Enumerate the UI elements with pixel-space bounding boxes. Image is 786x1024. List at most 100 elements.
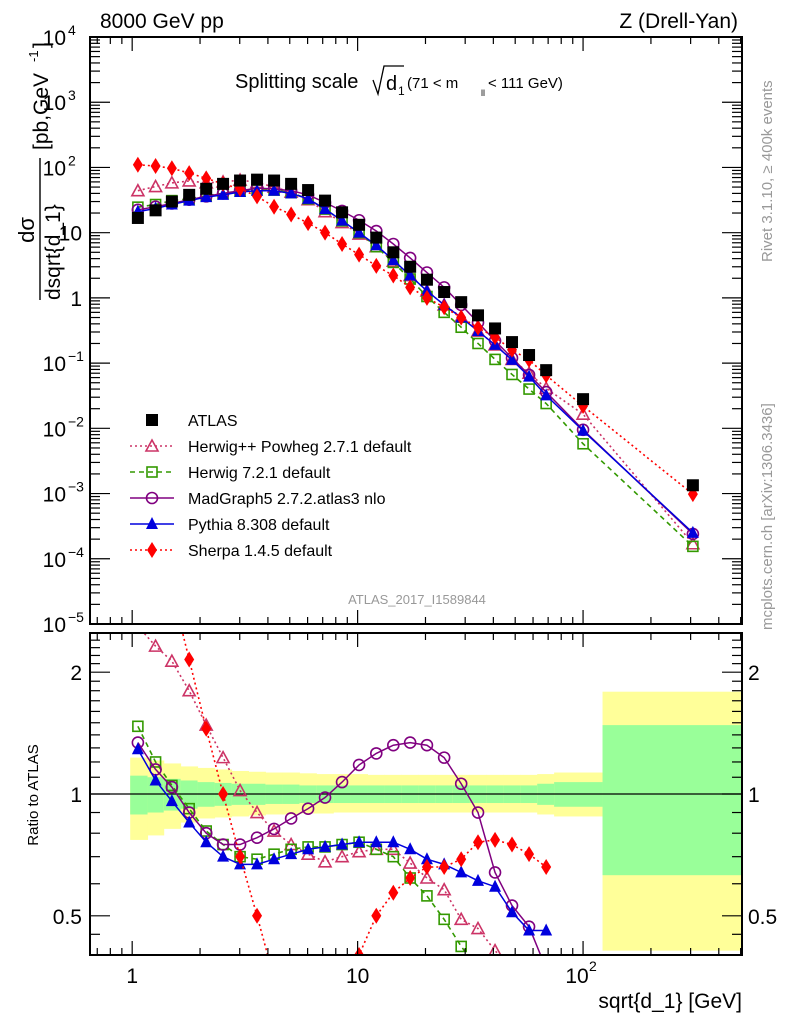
- ratio-point: [232, 782, 248, 797]
- data-point: [577, 393, 590, 406]
- ratio-point: [541, 963, 552, 974]
- ratio-point: [249, 804, 265, 819]
- series-line: [137, 179, 694, 545]
- ratio-point: [284, 812, 298, 825]
- data-point: [217, 187, 230, 200]
- ratio-point: [319, 839, 332, 852]
- y-tick-label-exp: −1: [68, 348, 84, 364]
- legend-item: Herwig++ Powheg 2.7.1 default: [130, 438, 412, 456]
- series-madgraph5-2-7-2-atlas3-nlo: [131, 181, 700, 541]
- data-point: [687, 540, 699, 553]
- ratio-point: [405, 869, 416, 886]
- ratio-point: [507, 836, 518, 853]
- band-inner-bin: [602, 725, 742, 876]
- ratio-point: [437, 751, 451, 764]
- ratio-point: [402, 855, 418, 869]
- y-tick-label: 10: [43, 549, 66, 572]
- y-tick-label: 10: [43, 353, 66, 376]
- ratio-point: [454, 777, 468, 791]
- data-point: [319, 202, 332, 215]
- ratio-point: [421, 890, 433, 902]
- ratio-point: [507, 1001, 517, 1011]
- data-point: [456, 309, 467, 326]
- data-point: [269, 198, 280, 215]
- data-point: [165, 195, 178, 208]
- ratio-point: [472, 873, 485, 886]
- ratio-point: [506, 905, 519, 918]
- ylabel-denominator: dsqrt{d_1}: [42, 204, 65, 300]
- ratio-point: [488, 942, 502, 955]
- ratio-point: [164, 653, 180, 667]
- ratio-point: [388, 884, 399, 901]
- ratio-point: [218, 786, 229, 802]
- data-point: [388, 267, 399, 284]
- ratio-y-tick-label-right: 2: [748, 662, 760, 685]
- ratio-point: [385, 841, 401, 856]
- ratio-point: [436, 882, 452, 896]
- y-axis-label: dσ dsqrt{d_1} [pb,GeV -1 ]: [14, 42, 65, 300]
- series-atlas: [131, 173, 699, 492]
- data-point: [506, 352, 519, 365]
- data-point: [686, 525, 699, 538]
- data-point: [303, 215, 314, 232]
- ratio-point: [488, 866, 502, 879]
- ratio-series: [131, 582, 553, 1024]
- ratio-point: [131, 742, 144, 755]
- data-point: [320, 224, 331, 241]
- data-point: [200, 182, 213, 195]
- ratio-point: [506, 963, 518, 974]
- data-point: [183, 188, 196, 201]
- ratio-point: [181, 683, 197, 697]
- legend: ATLAS Herwig++ Powheg 2.7.1 default Herwig…: [130, 413, 412, 560]
- title-sqrt-sub: 1: [398, 84, 405, 98]
- ratio-point: [456, 851, 467, 868]
- x-axis-label: sqrt{d_1} [GeV]: [598, 990, 742, 1013]
- ratio-point: [334, 849, 350, 863]
- title-sqrt-var: d: [386, 73, 397, 95]
- ratio-point: [318, 791, 332, 804]
- legend-item: ATLAS: [146, 413, 238, 430]
- ratio-point: [132, 620, 144, 631]
- ratio-point: [303, 1010, 313, 1024]
- y-tick-label-exp: 4: [68, 22, 76, 38]
- data-point: [130, 183, 146, 197]
- ratio-point: [302, 842, 315, 855]
- ratio-point: [370, 835, 383, 848]
- data-point: [132, 156, 143, 173]
- data-point: [353, 218, 366, 231]
- data-point: [387, 246, 400, 259]
- y-tick-label: 10: [43, 614, 66, 637]
- y-tick-label: 10: [59, 223, 82, 246]
- data-point: [540, 388, 553, 401]
- ratio-point: [167, 582, 177, 598]
- title-text: Splitting scale: [235, 71, 358, 93]
- ratio-point: [352, 758, 366, 772]
- data-point: [523, 369, 536, 382]
- ratio-pythia-8-308-default: [131, 742, 553, 936]
- y-tick-label: 10: [43, 92, 66, 115]
- title-range-sub: ll: [481, 88, 485, 98]
- legend-marker: [144, 438, 160, 452]
- ratio-point: [165, 780, 179, 794]
- ratio-point: [251, 857, 264, 870]
- data-point: [489, 353, 501, 366]
- ratio-point: [455, 865, 468, 878]
- ratio-point: [301, 802, 315, 815]
- data-point: [420, 273, 433, 286]
- data-point: [336, 206, 349, 219]
- y-tick-label-exp: −5: [68, 609, 84, 625]
- data-point: [268, 183, 281, 196]
- data-point: [353, 225, 366, 238]
- ratio-sherpa-1-4-5-default: [167, 582, 552, 1024]
- ratio-point: [317, 854, 333, 868]
- data-point: [184, 165, 195, 182]
- legend-item: Sherpa 1.4.5 default: [130, 542, 333, 560]
- ratio-point: [524, 1013, 534, 1023]
- x-tick-label: 1: [126, 965, 138, 988]
- legend-marker: [147, 542, 157, 558]
- data-point: [149, 204, 162, 217]
- ratio-y-tick-label: 2: [70, 662, 82, 685]
- y-tick-label-exp: 2: [68, 152, 76, 168]
- data-point: [404, 268, 417, 281]
